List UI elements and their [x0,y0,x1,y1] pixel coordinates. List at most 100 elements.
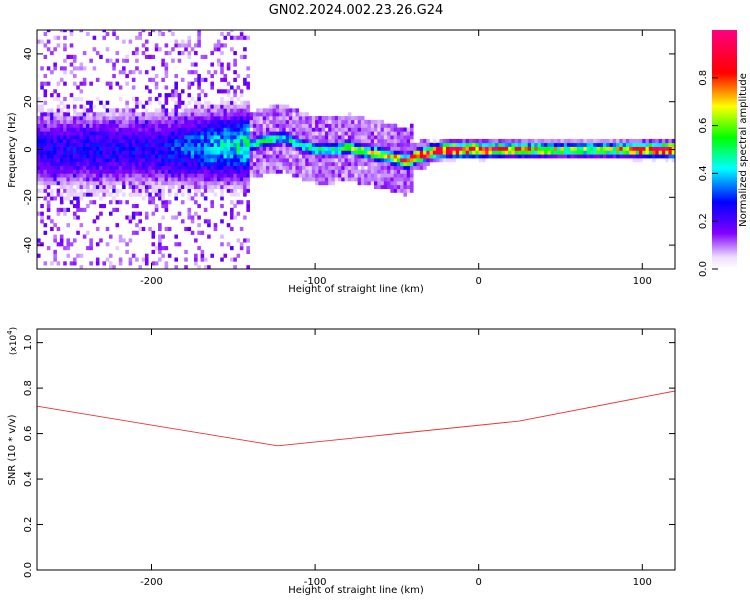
spectrogram-cell [187,93,192,98]
spectrogram-cell [455,138,460,144]
spectrogram-cell [79,89,84,94]
spectrogram-cell [390,142,394,147]
spectrogram-cell [295,158,300,163]
spectrogram-cell [53,238,57,243]
spectrogram-cell [400,154,404,159]
spectrogram-cell [239,146,244,151]
spectrogram-cell [243,158,247,163]
spectrogram-cell [629,150,633,155]
spectrogram-cell [239,177,244,182]
spectrogram-cell [203,265,208,269]
spectrogram-cell [285,116,290,121]
spectrogram-cell [79,123,84,128]
spectrogram-cell [403,138,408,144]
spectrogram-cell [200,123,205,128]
spectrogram-cell [89,165,93,170]
spectrogram-cell [396,181,401,186]
spectrogram-cell [187,184,192,189]
spectrogram-cell [220,66,224,71]
spectrogram-cell [360,116,365,121]
spectrogram-cell [144,47,149,52]
spectrogram-cell [158,158,162,163]
spectrogram-cell [141,181,146,186]
spectrogram-cell [230,146,234,151]
spectrogram-cell [396,146,401,151]
spectrogram-cell [223,181,228,186]
spectrogram-cell [122,116,126,121]
spectrogram-cell [233,154,237,159]
spectrogram-cell [125,242,129,247]
spectrogram-cell [495,142,499,147]
spectrogram-cell [213,165,218,170]
spectrogram-cell [184,161,188,167]
spectrogram-cell [86,138,90,144]
spectrogram-cell [383,169,388,174]
spectrogram-cell [200,257,205,262]
spectrogram-cell [537,142,542,147]
spectrogram-cell [360,158,365,163]
spectrogram-cell [282,138,286,144]
spectrogram-cell [445,138,450,144]
spectrogram-cell [72,127,77,132]
spectrogram-cell [256,173,260,178]
spectrogram-cell [665,158,669,163]
spectrogram-cell [128,169,133,174]
spectrogram-cell [200,112,205,117]
spectrogram-cell [373,158,378,163]
spectrogram-cell [226,188,231,193]
spectrogram-cell [190,196,195,201]
spectrogram-cell [125,127,129,132]
spectrogram-cell [396,150,401,155]
spectrogram-cell [262,131,267,136]
spectrogram-cell [357,119,362,124]
spectrogram-cell [347,146,352,151]
spectrogram-cell [364,150,368,155]
spectrogram-cell [158,138,162,144]
spectrogram-cell [79,165,84,170]
spectrogram-cell [665,154,669,159]
spectrogram-cell [226,142,231,147]
spectrogram-cell [213,223,218,228]
spectrogram-cell [331,138,336,144]
spectrogram-cell [190,47,195,52]
spectrogram-cell [396,177,401,182]
spectrogram-cell [56,146,61,151]
spectrogram-cell [347,142,352,147]
spectrogram-cell [364,123,368,128]
spectrogram-cell [367,135,372,140]
spectrogram-cell [190,215,195,220]
spectrogram-cell [216,104,221,109]
spectrogram-cell [102,131,107,136]
spectrogram-cell [151,230,156,235]
x-tick-label: 100 [633,276,652,287]
snr-y-multiplier-base: (x10 [9,335,19,356]
spectrogram-cell [66,169,71,174]
spectrogram-cell [138,226,142,232]
spectrogram-cell [187,169,192,174]
spectrogram-cell [63,43,67,48]
spectrogram-cell [144,192,149,197]
spectrogram-cell [331,181,336,186]
spectrogram-cell [665,150,669,155]
spectrogram-cell [125,123,129,128]
spectrogram-cell [272,112,277,117]
spectrogram-cell [341,142,345,147]
spectrogram-cell [216,58,221,63]
spectrogram-cell [305,119,309,124]
spectrogram-cell [115,123,120,128]
spectrogram-cell [63,58,67,63]
spectrogram-cell [599,142,604,147]
spectrogram-cell [167,123,172,128]
spectrogram-cell [151,188,156,193]
spectrogram-cell [390,173,394,178]
spectrogram-cell [256,123,260,128]
spectrogram-cell [131,146,136,151]
spectrogram-cell [89,123,93,128]
spectrogram-cell [194,177,198,182]
spectrogram-cell [46,108,51,113]
spectrogram-cell [324,123,329,128]
spectrogram-cell [439,154,443,159]
spectrogram-cell [262,135,267,140]
spectrogram-cell [187,54,192,59]
spectrogram-cell [174,73,178,79]
